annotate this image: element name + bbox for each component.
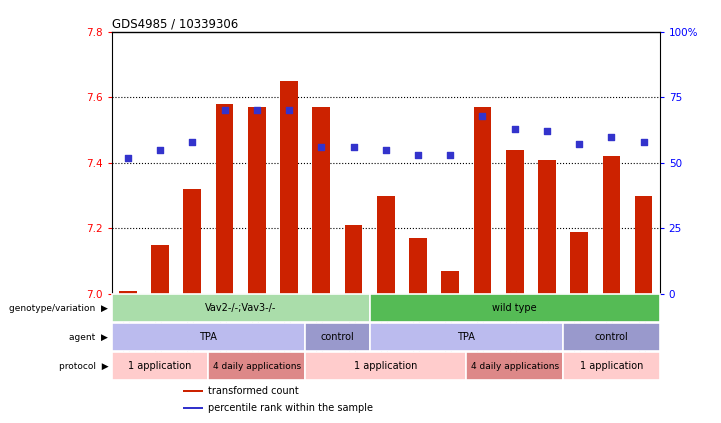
Point xyxy=(154,146,166,153)
Bar xyxy=(634,195,653,294)
Bar xyxy=(151,245,169,294)
Point xyxy=(316,144,327,151)
Text: wild type: wild type xyxy=(492,303,537,313)
Bar xyxy=(183,189,201,294)
Bar xyxy=(112,324,305,351)
Bar xyxy=(506,150,523,294)
Text: control: control xyxy=(595,332,628,342)
Text: 4 daily applications: 4 daily applications xyxy=(471,362,559,371)
Text: protocol  ▶: protocol ▶ xyxy=(58,362,108,371)
Text: control: control xyxy=(321,332,354,342)
Bar xyxy=(119,291,137,294)
Bar xyxy=(216,104,234,294)
Text: genotype/variation  ▶: genotype/variation ▶ xyxy=(9,304,108,313)
Bar xyxy=(570,232,588,294)
Text: 1 application: 1 application xyxy=(128,361,192,371)
Bar xyxy=(538,159,556,294)
Bar xyxy=(563,324,660,351)
Point xyxy=(477,112,488,119)
Point xyxy=(509,125,521,132)
Point xyxy=(638,138,650,145)
Point xyxy=(541,128,553,135)
Bar xyxy=(312,107,330,294)
Point xyxy=(251,107,262,114)
Bar xyxy=(248,107,265,294)
Point xyxy=(218,107,230,114)
Point xyxy=(348,144,359,151)
Bar xyxy=(305,352,466,380)
Text: percentile rank within the sample: percentile rank within the sample xyxy=(208,403,373,413)
Bar xyxy=(305,324,370,351)
Text: 1 application: 1 application xyxy=(354,361,417,371)
Point xyxy=(412,151,424,158)
Bar xyxy=(377,195,394,294)
Point xyxy=(606,133,617,140)
Text: transformed count: transformed count xyxy=(208,387,298,396)
Bar xyxy=(280,81,298,294)
Bar xyxy=(441,271,459,294)
Bar xyxy=(183,407,203,409)
Point xyxy=(187,138,198,145)
Point xyxy=(380,146,392,153)
Text: Vav2-/-;Vav3-/-: Vav2-/-;Vav3-/- xyxy=(205,303,276,313)
Text: 1 application: 1 application xyxy=(580,361,643,371)
Bar xyxy=(112,352,208,380)
Bar xyxy=(183,390,203,393)
Text: 4 daily applications: 4 daily applications xyxy=(213,362,301,371)
Bar xyxy=(563,352,660,380)
Text: GDS4985 / 10339306: GDS4985 / 10339306 xyxy=(112,18,238,30)
Point xyxy=(283,107,295,114)
Point xyxy=(122,154,133,161)
Bar xyxy=(112,294,370,322)
Bar xyxy=(208,352,305,380)
Point xyxy=(444,151,456,158)
Point xyxy=(573,141,585,148)
Text: agent  ▶: agent ▶ xyxy=(69,333,108,342)
Bar xyxy=(345,225,363,294)
Bar xyxy=(603,156,620,294)
Bar xyxy=(409,238,427,294)
Bar xyxy=(370,294,660,322)
Bar xyxy=(370,324,563,351)
Text: TPA: TPA xyxy=(457,332,475,342)
Bar xyxy=(474,107,491,294)
Text: TPA: TPA xyxy=(200,332,218,342)
Bar xyxy=(466,352,563,380)
